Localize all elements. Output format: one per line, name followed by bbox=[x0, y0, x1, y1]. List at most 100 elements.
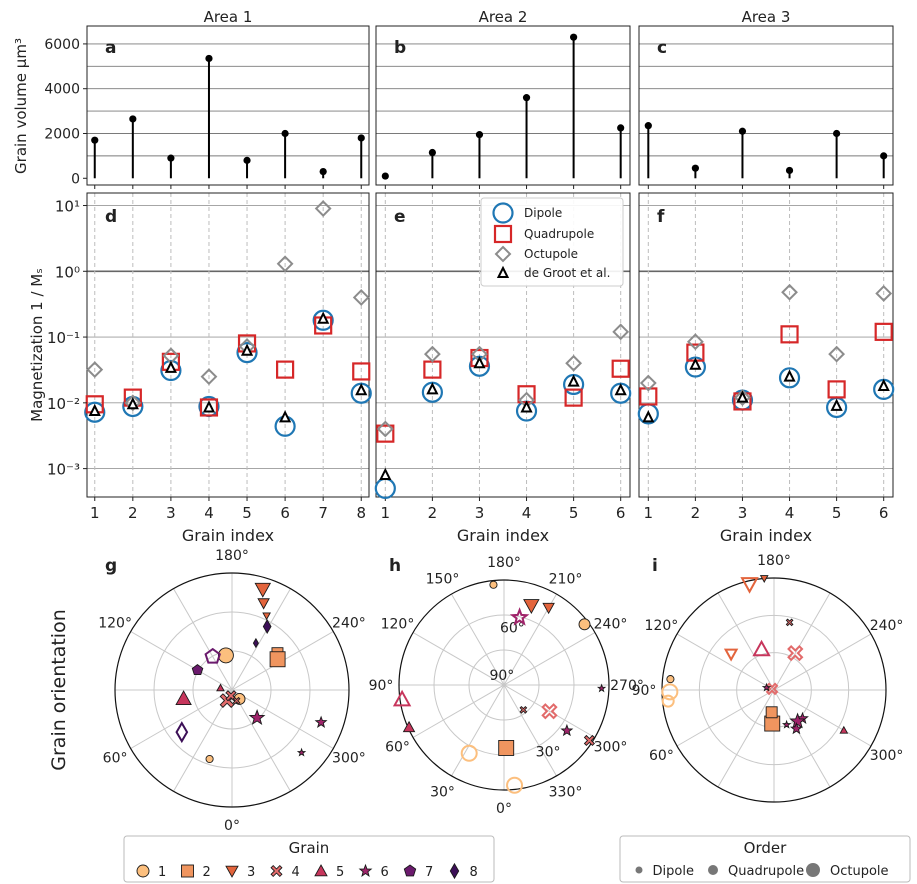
panel-letter: i bbox=[652, 556, 658, 576]
grain-5-marker bbox=[752, 639, 771, 657]
y-tick-label: 10¹ bbox=[55, 198, 80, 216]
panel-title: Area 2 bbox=[479, 8, 528, 26]
degroot-marker bbox=[164, 360, 178, 373]
theta-label: 300° bbox=[870, 748, 904, 764]
quadrupole-marker bbox=[352, 362, 371, 381]
grain-5-marker bbox=[839, 725, 849, 734]
polar-panel-h: 180° 150° 120° 90° 60° 30° 0° 330° 300° 270° 240° 2… bbox=[369, 555, 644, 817]
grain-1-marker bbox=[489, 580, 498, 589]
legend-label: Octupole bbox=[524, 247, 578, 261]
grain-6-marker bbox=[789, 712, 806, 729]
radial-label: 30° bbox=[536, 744, 561, 760]
quadrupole-marker bbox=[199, 398, 219, 417]
y-tick-label: 10⁻² bbox=[47, 395, 80, 413]
y-tick-label: 10⁰ bbox=[55, 263, 80, 281]
theta-label: 30° bbox=[430, 785, 455, 801]
grain-4-marker bbox=[583, 734, 596, 747]
theta-label: 60° bbox=[385, 740, 410, 756]
grain-6-marker bbox=[789, 722, 803, 735]
stem-marker bbox=[522, 94, 531, 102]
grain-1-marker bbox=[205, 754, 214, 764]
grain-6-marker bbox=[509, 607, 530, 626]
stem-marker bbox=[785, 166, 794, 175]
quadrupole-marker bbox=[611, 359, 630, 378]
grain-6-marker bbox=[314, 715, 328, 728]
legend-label: Octupole bbox=[830, 864, 889, 879]
legend-order: Order Dipole Quadrupole Octupole bbox=[619, 835, 911, 883]
x-axis-label: Grain index bbox=[182, 526, 274, 545]
radial-label: 60° bbox=[500, 621, 525, 637]
stem-marker bbox=[167, 154, 175, 162]
y-tick-label: 0 bbox=[71, 171, 80, 187]
polar-panel-i: 180° 120° 90° 60° 300° 240° i bbox=[632, 553, 904, 803]
magnetization-panel-f: 1 2 3 4 5 6 f Grain index bbox=[637, 192, 895, 545]
stem-marker bbox=[644, 122, 652, 130]
x-tick-label: 2 bbox=[128, 504, 138, 522]
order-marker bbox=[708, 865, 718, 875]
octupole-marker bbox=[565, 354, 583, 372]
panel-letter: h bbox=[389, 556, 401, 576]
theta-label: 180° bbox=[757, 553, 791, 569]
degroot-marker bbox=[88, 403, 101, 417]
x-tick-label: 4 bbox=[785, 504, 795, 522]
legend-label: de Groot et al. bbox=[524, 266, 610, 280]
grain-6-marker bbox=[248, 709, 266, 725]
octupole-marker bbox=[612, 323, 630, 341]
grain-4-marker bbox=[765, 682, 779, 696]
octupole-marker bbox=[875, 285, 893, 302]
stem-marker bbox=[357, 134, 365, 142]
octupole-marker bbox=[124, 394, 142, 412]
theta-label: 60° bbox=[649, 748, 674, 764]
grain-4-marker bbox=[787, 644, 804, 662]
x-tick-label: 3 bbox=[738, 504, 748, 522]
order-marker bbox=[635, 866, 643, 874]
degroot-marker bbox=[689, 357, 702, 370]
volume-axis-label: Grain volume µm³ bbox=[12, 38, 30, 174]
orientation-axis-label: Grain orientation bbox=[48, 609, 70, 770]
theta-label: 210° bbox=[549, 571, 583, 587]
dipole-marker bbox=[236, 342, 258, 364]
octupole-marker bbox=[828, 345, 846, 363]
legend-title: Order bbox=[744, 839, 787, 857]
degroot-marker bbox=[473, 355, 486, 369]
stem-marker bbox=[205, 54, 213, 63]
dipole-marker bbox=[778, 367, 801, 389]
x-axis-label: Grain index bbox=[457, 526, 549, 545]
degroot-marker bbox=[642, 410, 655, 423]
degroot-marker bbox=[278, 410, 292, 423]
grain-8-marker bbox=[175, 721, 189, 744]
stem-marker bbox=[428, 148, 436, 157]
grain-1-marker bbox=[578, 618, 591, 631]
x-tick-label: 1 bbox=[644, 504, 654, 522]
panel-letter: b bbox=[394, 38, 406, 58]
x-tick-label: 6 bbox=[879, 504, 889, 522]
stem-marker bbox=[880, 152, 888, 160]
legend-label: 1 bbox=[158, 865, 166, 880]
radial-label: 90° bbox=[489, 668, 514, 684]
grain-8-marker bbox=[449, 862, 460, 880]
degroot-marker bbox=[496, 265, 510, 278]
panel-letter: e bbox=[394, 207, 406, 227]
grain-1-marker bbox=[661, 683, 679, 701]
grain-1-marker bbox=[661, 694, 675, 708]
x-tick-label: 1 bbox=[90, 504, 100, 522]
magnetization-axis-label: Magnetization 1 / Mₛ bbox=[28, 268, 46, 422]
grain-2-marker bbox=[269, 651, 286, 668]
stem-marker bbox=[91, 136, 99, 144]
grain-3-marker bbox=[254, 582, 272, 598]
grain-4-marker bbox=[519, 705, 528, 714]
legend-label: 2 bbox=[203, 865, 211, 880]
octupole-marker bbox=[639, 374, 657, 392]
grain-8-marker bbox=[262, 619, 272, 635]
x-tick-label: 6 bbox=[280, 504, 290, 522]
stem-marker bbox=[617, 124, 625, 132]
quadrupole-marker bbox=[639, 387, 658, 406]
theta-label: 0° bbox=[224, 818, 240, 834]
grain-1-marker bbox=[506, 776, 524, 794]
stem-marker bbox=[833, 129, 841, 138]
octupole-marker bbox=[86, 361, 104, 379]
legend-label: 5 bbox=[336, 865, 344, 880]
panel-frame bbox=[375, 192, 631, 498]
grain-3-marker bbox=[723, 648, 739, 662]
